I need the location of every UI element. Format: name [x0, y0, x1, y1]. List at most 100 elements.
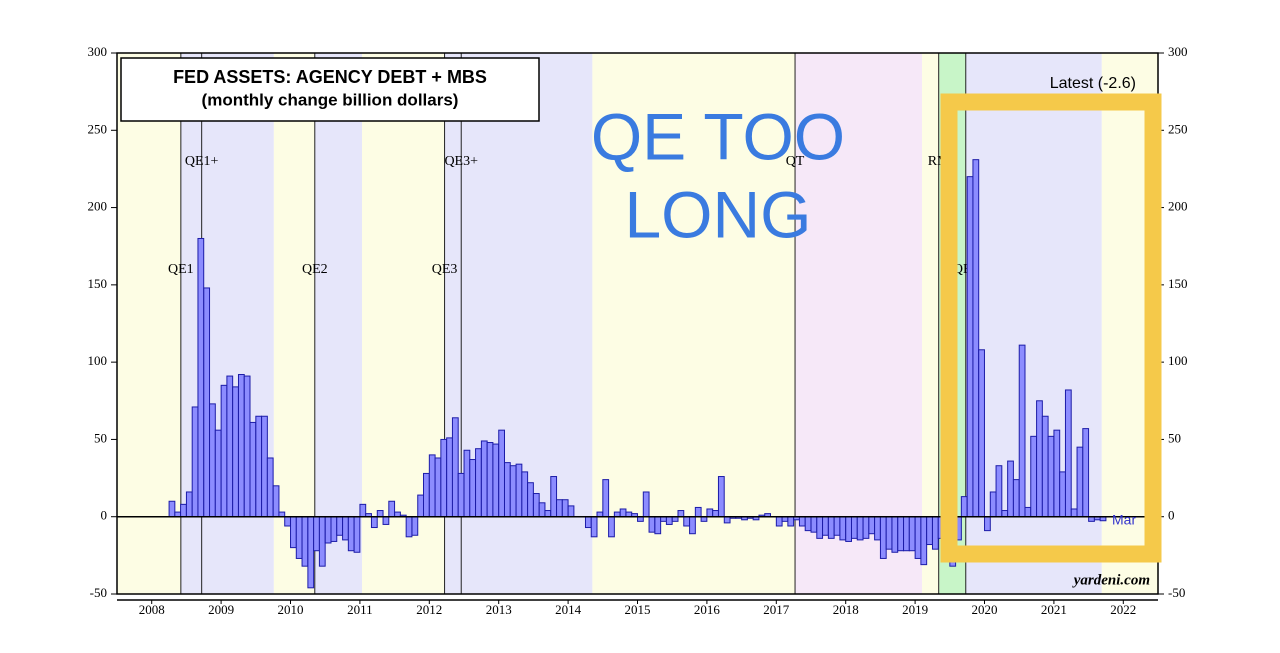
bar — [532, 493, 540, 518]
x-tick-label: 2010 — [278, 602, 304, 617]
x-tick-label: 2012 — [416, 602, 442, 617]
bar — [689, 516, 696, 535]
bar — [931, 516, 939, 550]
bar — [423, 472, 430, 518]
x-tick-label: 2021 — [1041, 602, 1067, 617]
bar — [486, 442, 494, 518]
bar — [827, 516, 835, 539]
bar — [654, 516, 662, 535]
band — [795, 53, 923, 594]
bar — [989, 491, 997, 518]
band — [592, 53, 796, 594]
bar — [926, 516, 933, 546]
bar — [1059, 471, 1066, 518]
bar — [284, 516, 291, 527]
bar — [850, 516, 858, 539]
bar — [642, 491, 650, 518]
bar — [608, 516, 615, 538]
bar — [434, 457, 442, 518]
title-box — [120, 57, 540, 122]
bar — [556, 499, 563, 518]
bar — [243, 375, 251, 518]
bar — [214, 429, 222, 518]
bar — [972, 159, 980, 518]
bar — [318, 516, 326, 567]
bar — [359, 503, 367, 518]
bar — [920, 516, 928, 566]
bar — [798, 516, 806, 527]
highlight-box — [940, 93, 1162, 563]
y2-tick-label: 100 — [1168, 353, 1188, 368]
bar — [885, 516, 893, 550]
y-tick-label: -50 — [90, 585, 107, 600]
y2-tick-label: 200 — [1168, 199, 1188, 214]
bar — [787, 516, 795, 527]
bar — [480, 440, 488, 518]
band — [922, 53, 939, 594]
x-tick-label: 2014 — [555, 602, 582, 617]
bar — [249, 421, 257, 518]
bar — [492, 443, 500, 518]
x-tick-label: 2009 — [208, 602, 234, 617]
bar — [451, 417, 459, 518]
x-tick-label: 2017 — [763, 602, 790, 617]
bar — [1018, 344, 1026, 518]
bar — [822, 516, 829, 536]
bar — [550, 476, 558, 518]
x-tick-label: 2022 — [1110, 602, 1136, 617]
bar — [694, 506, 702, 518]
bar — [498, 429, 505, 518]
bar — [428, 454, 436, 518]
bar — [417, 494, 425, 518]
bar — [469, 459, 477, 518]
y-tick-label: 100 — [88, 353, 108, 368]
y-tick-label: 0 — [101, 508, 108, 523]
bar — [237, 374, 245, 518]
bar — [301, 516, 309, 567]
bar — [527, 482, 534, 518]
bar — [723, 516, 731, 524]
bar — [845, 516, 852, 542]
bar — [567, 505, 575, 518]
bar — [353, 516, 361, 553]
bar — [330, 516, 338, 542]
bar — [908, 516, 916, 552]
bar — [1007, 460, 1014, 518]
bar — [232, 386, 239, 518]
x-tick-label: 2016 — [694, 602, 721, 617]
bar — [544, 510, 552, 518]
bar — [313, 516, 320, 552]
bar — [1024, 506, 1032, 518]
event-label: QT — [786, 154, 805, 169]
bar — [191, 406, 199, 518]
bar — [185, 491, 193, 518]
bar — [342, 516, 349, 541]
y2-tick-label: 50 — [1168, 430, 1181, 445]
y2-tick-label: 300 — [1168, 44, 1188, 59]
bar — [683, 516, 691, 527]
bar — [336, 516, 344, 536]
bar — [833, 516, 841, 536]
bar — [584, 516, 592, 529]
last-month-note: Mar — [1112, 512, 1136, 528]
bar — [619, 508, 627, 518]
bar — [862, 516, 870, 539]
bar — [347, 516, 355, 552]
bar — [295, 516, 303, 559]
event-label: QE1+ — [185, 154, 219, 169]
bar — [197, 237, 205, 518]
y-tick-label: 300 — [88, 44, 108, 59]
y-tick-label: 200 — [88, 199, 108, 214]
y2-tick-label: 150 — [1168, 276, 1188, 291]
bar — [509, 465, 517, 518]
bar — [1082, 428, 1090, 518]
bar — [879, 516, 887, 559]
event-label: QE1 — [168, 262, 194, 277]
bar — [307, 516, 315, 589]
overlay-text: LONG — [624, 177, 811, 251]
bar — [839, 516, 847, 541]
bar — [203, 287, 211, 518]
bar — [648, 516, 656, 533]
bar — [168, 500, 176, 518]
bar — [255, 415, 263, 518]
